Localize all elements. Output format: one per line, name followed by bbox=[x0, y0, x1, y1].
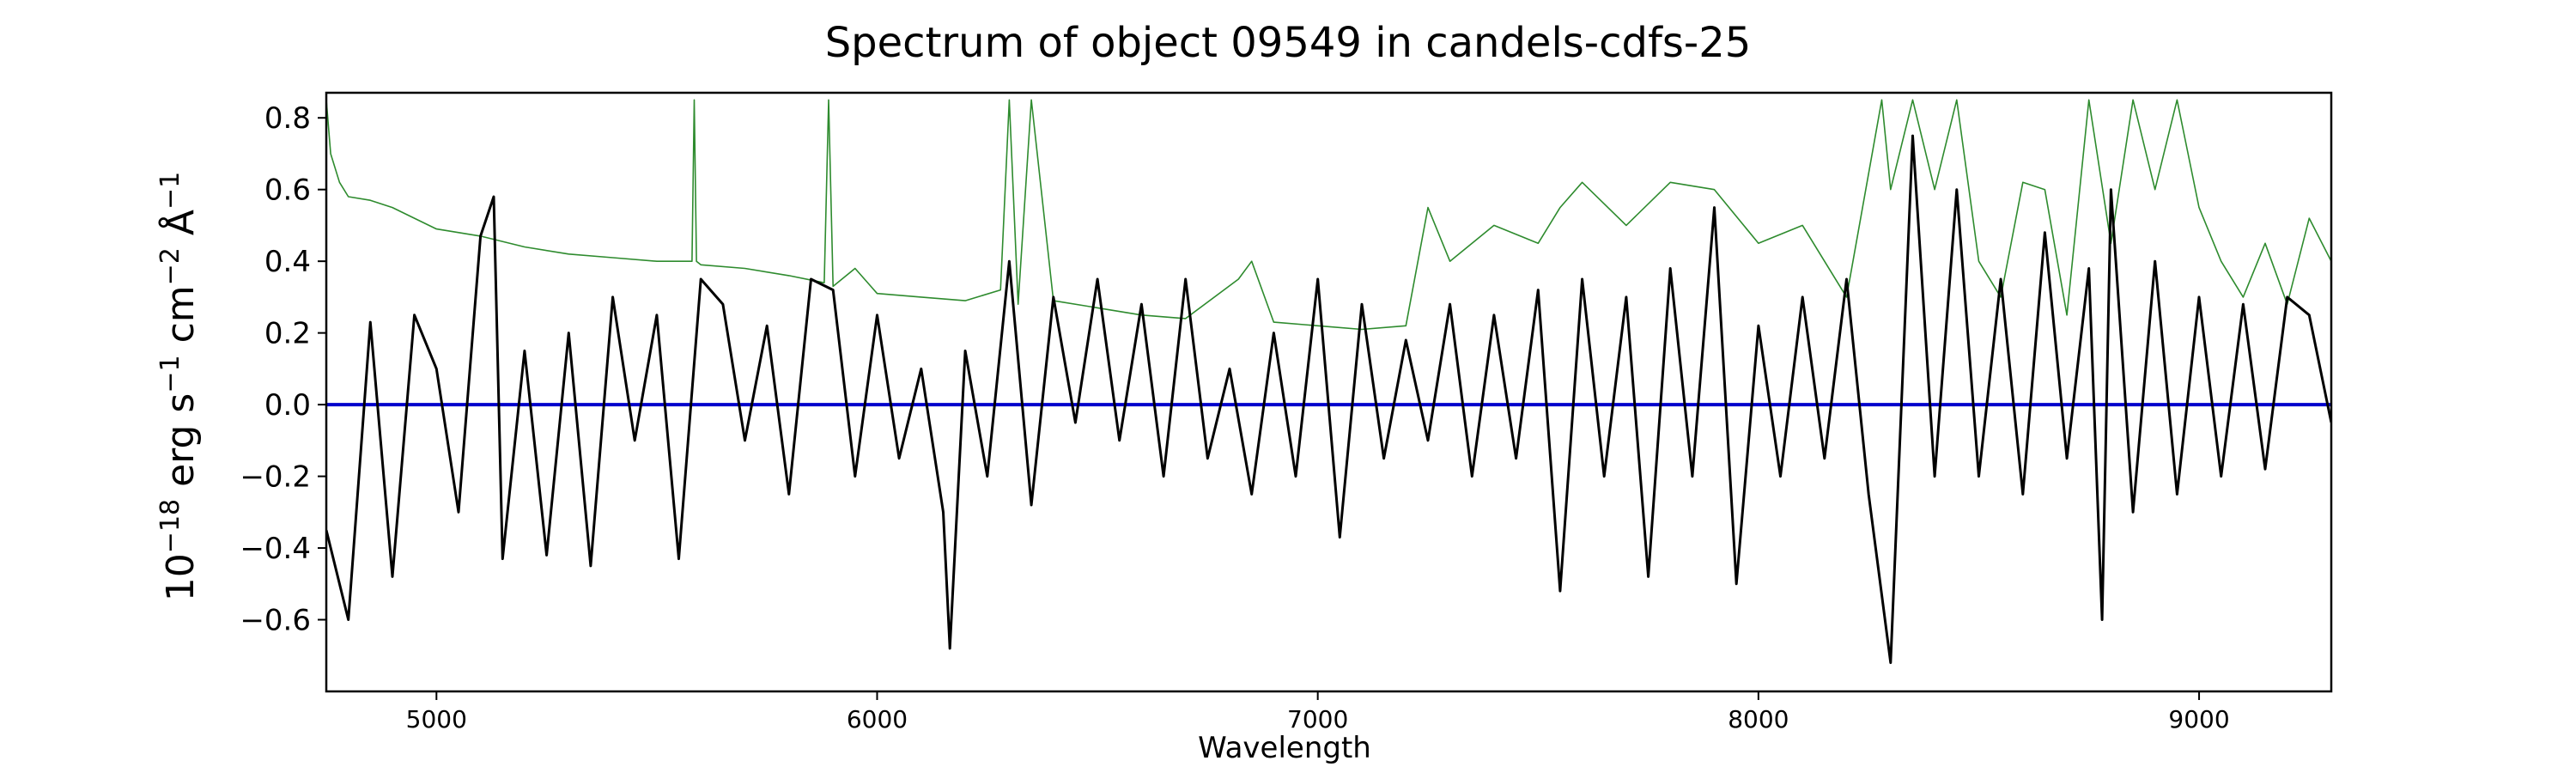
y-tick-label: 0.2 bbox=[264, 317, 311, 351]
plot-frame bbox=[325, 91, 2333, 693]
x-tick-label: 7000 bbox=[1287, 705, 1348, 733]
y-tick-label: 0.8 bbox=[264, 101, 311, 136]
x-tick-label: 5000 bbox=[406, 705, 467, 733]
y-axis-label-unit-c-exp: −1 bbox=[155, 172, 185, 210]
y-axis-label-unit-b: cm bbox=[159, 285, 203, 355]
y-axis-label-unit-b-exp: −2 bbox=[155, 247, 185, 285]
x-tick-label: 9000 bbox=[2168, 705, 2229, 733]
x-axis: 5000 6000 7000 8000 9000 bbox=[406, 691, 2230, 733]
y-axis-label-exp: −18 bbox=[155, 499, 185, 553]
plot-area bbox=[326, 99, 2331, 665]
y-axis-label-unit-a-exp: −1 bbox=[155, 355, 185, 393]
flux-series-line bbox=[326, 134, 2331, 665]
svg-text:10−18 erg s−1 cm−2 Å−1: 10−18 erg s−1 cm−2 Å−1 bbox=[155, 172, 204, 601]
x-tick-label: 6000 bbox=[847, 705, 908, 733]
error-series-line bbox=[326, 99, 2331, 331]
y-tick-label: 0.0 bbox=[264, 388, 311, 423]
y-axis-label: 10−18 erg s−1 cm−2 Å−1 bbox=[155, 172, 204, 601]
y-tick-label: 0.6 bbox=[264, 173, 311, 208]
y-tick-label: −0.4 bbox=[240, 532, 311, 566]
x-tick-label: 8000 bbox=[1728, 705, 1789, 733]
y-tick-label: −0.6 bbox=[240, 604, 311, 638]
y-axis: −0.6 −0.4 −0.2 0.0 0.2 0.4 0.6 0.8 bbox=[240, 101, 326, 638]
y-tick-label: −0.2 bbox=[240, 460, 311, 495]
y-axis-label-unit-a: erg s bbox=[159, 393, 203, 499]
chart-title: Spectrum of object 09549 in candels-cdfs… bbox=[825, 19, 1752, 67]
y-axis-label-base: 10 bbox=[159, 553, 203, 601]
x-axis-label: Wavelength bbox=[1198, 731, 1371, 765]
y-tick-label: 0.4 bbox=[264, 245, 311, 279]
y-axis-label-unit-c: Å bbox=[157, 210, 203, 247]
